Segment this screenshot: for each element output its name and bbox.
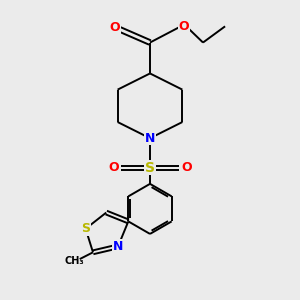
Text: O: O — [108, 161, 119, 174]
Text: O: O — [178, 20, 189, 33]
Text: O: O — [182, 161, 192, 174]
Text: N: N — [113, 240, 123, 253]
Text: S: S — [145, 161, 155, 175]
Text: O: O — [110, 21, 120, 34]
Text: S: S — [81, 222, 90, 235]
Text: CH₃: CH₃ — [64, 256, 84, 266]
Text: N: N — [145, 132, 155, 145]
